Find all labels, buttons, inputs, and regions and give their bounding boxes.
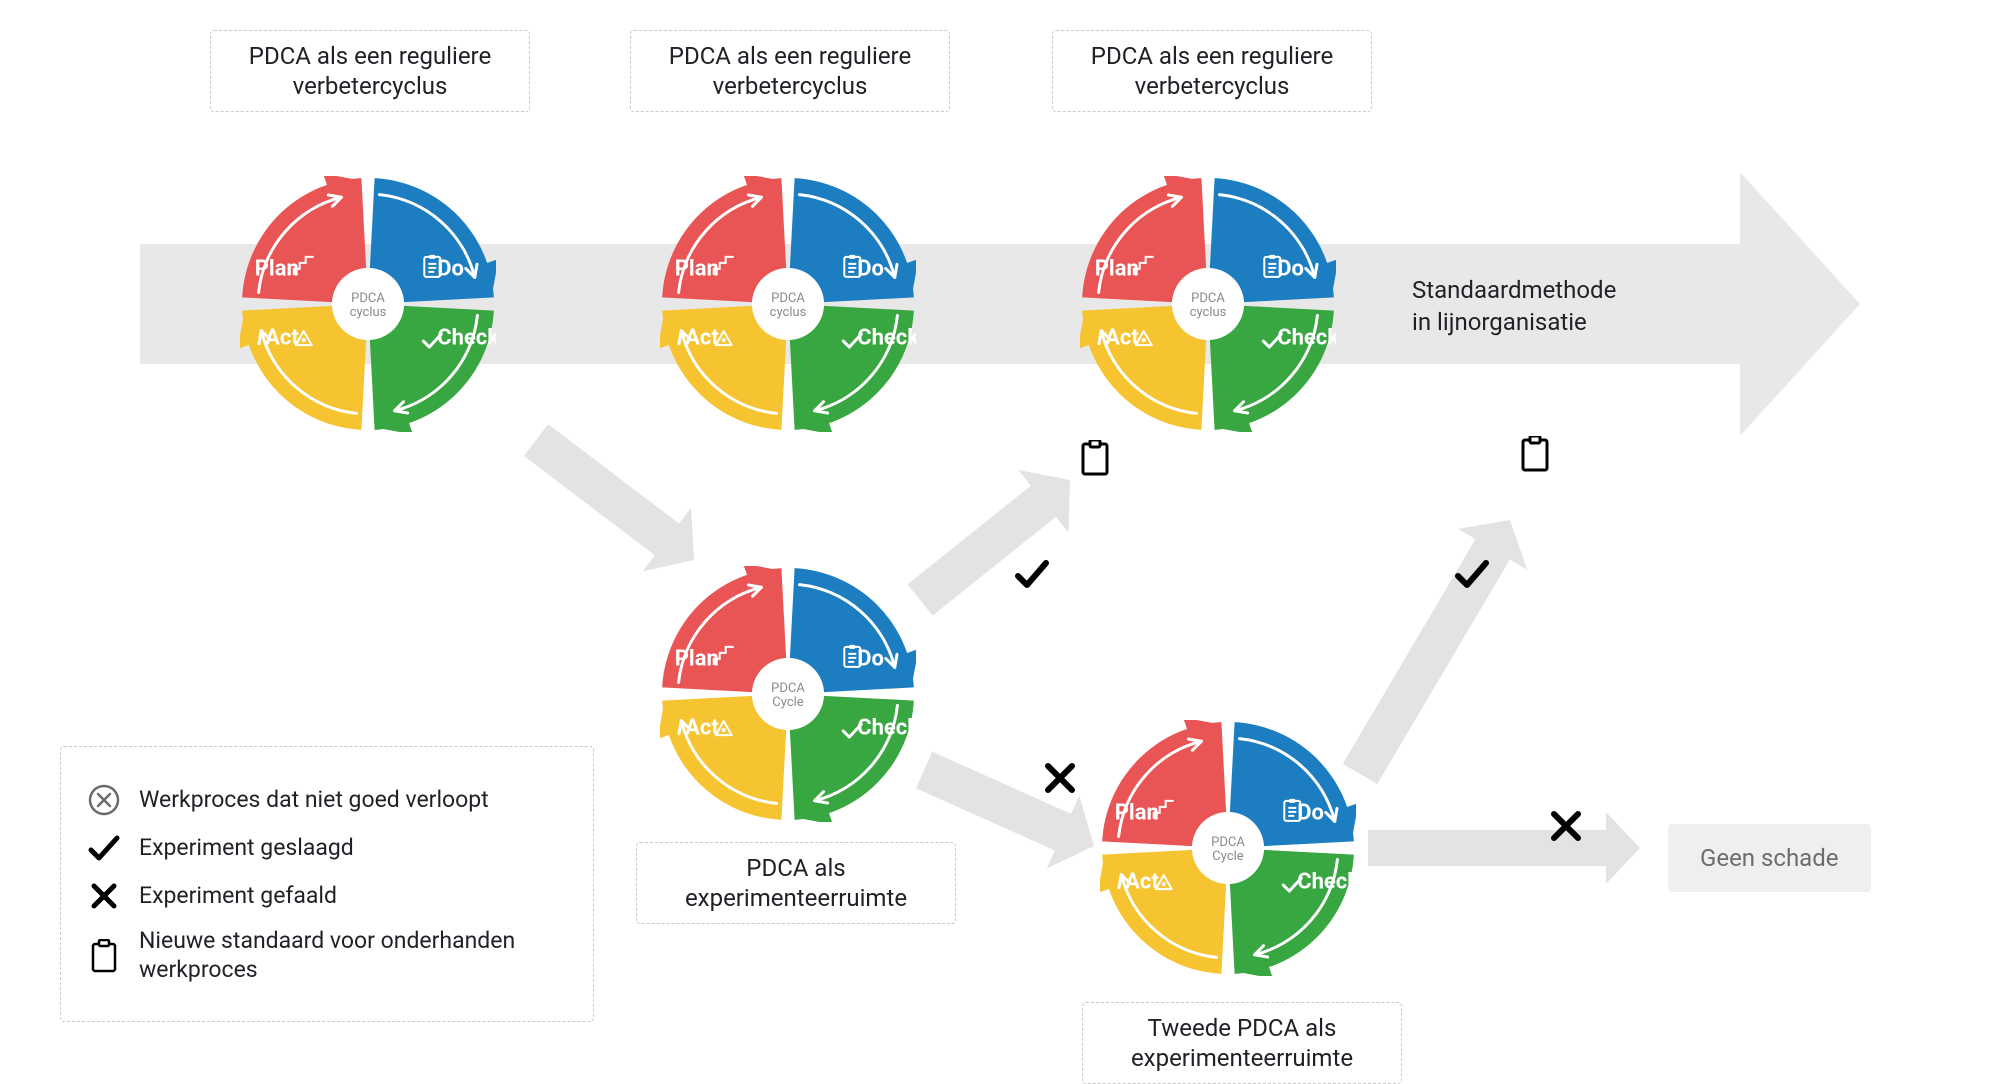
legend-row: Werkproces dat niet goed verloopt: [87, 783, 567, 817]
legend-row: Nieuwe standaard voor onderhanden werkpr…: [87, 927, 567, 985]
svg-text:Do: Do: [1297, 801, 1324, 826]
svg-text:cyclus: cyclus: [350, 305, 387, 320]
clipboard-icon: [1520, 436, 1550, 472]
outcome-box: Geen schade: [1668, 824, 1871, 892]
svg-text:Act: Act: [685, 715, 719, 740]
diagram-stage: Standaardmethodein lijnorganisatie Plan Do…: [0, 0, 2000, 1084]
legend-label: Experiment geslaagd: [139, 834, 354, 863]
svg-text:Do: Do: [857, 257, 884, 282]
svg-text:Check: Check: [1297, 869, 1356, 894]
caption-c4: PDCA alsexperimenteerruimte: [636, 842, 956, 924]
pdca-wheel-w2: Plan Do Check Act PDCAcyclus: [660, 176, 916, 432]
legend-row: Experiment geslaagd: [87, 831, 567, 865]
x-icon: [1042, 760, 1078, 796]
svg-text:PDCA: PDCA: [771, 681, 805, 696]
legend-label: Werkproces dat niet goed verloopt: [139, 786, 489, 815]
svg-text:Cycle: Cycle: [1212, 849, 1243, 864]
clipboard-icon: [1080, 440, 1110, 476]
svg-text:PDCA: PDCA: [351, 291, 385, 306]
svg-text:Do: Do: [857, 647, 884, 672]
legend-label: Experiment gefaald: [139, 882, 337, 911]
svg-text:Do: Do: [437, 257, 464, 282]
svg-text:PDCA: PDCA: [771, 291, 805, 306]
svg-text:Check: Check: [1277, 325, 1336, 350]
caption-c3: PDCA als een reguliereverbetercyclus: [1052, 30, 1372, 112]
circle-x-icon: [87, 783, 121, 817]
legend-label: Nieuwe standaard voor onderhanden werkpr…: [139, 927, 567, 985]
x-icon: [1548, 808, 1584, 844]
svg-text:Act: Act: [1105, 325, 1139, 350]
svg-text:cyclus: cyclus: [1190, 305, 1227, 320]
svg-text:Cycle: Cycle: [772, 695, 803, 710]
svg-text:Plan: Plan: [255, 257, 299, 282]
pdca-wheel-w5: PlanDoCheckActPDCACycle: [1100, 720, 1356, 976]
caption-c2: PDCA als een reguliereverbetercyclus: [630, 30, 950, 112]
svg-text:PDCA: PDCA: [1191, 291, 1225, 306]
pdca-wheel-w1: Plan Do Check Act PDCAcyclus: [240, 176, 496, 432]
check-icon: [1014, 556, 1050, 592]
svg-text:Plan: Plan: [675, 647, 719, 672]
legend: Werkproces dat niet goed verloopt Experim…: [60, 746, 594, 1022]
svg-text:Do: Do: [1277, 257, 1304, 282]
arrow-band-label: Standaardmethodein lijnorganisatie: [1412, 274, 1616, 339]
svg-text:PDCA: PDCA: [1211, 835, 1245, 850]
caption-c5: Tweede PDCA alsexperimenteerruimte: [1082, 1002, 1402, 1084]
x-icon: [87, 879, 121, 913]
svg-text:Check: Check: [437, 325, 496, 350]
svg-text:Act: Act: [1125, 869, 1159, 894]
legend-row: Experiment gefaald: [87, 879, 567, 913]
svg-text:Act: Act: [265, 325, 299, 350]
caption-c1: PDCA als een reguliereverbetercyclus: [210, 30, 530, 112]
svg-text:Check: Check: [857, 325, 916, 350]
svg-text:Act: Act: [685, 325, 719, 350]
clipboard-icon: [87, 939, 121, 973]
check-icon: [1454, 556, 1490, 592]
pdca-wheel-w3: Plan Do Check Act PDCAcyclus: [1080, 176, 1336, 432]
svg-text:Plan: Plan: [1095, 257, 1139, 282]
svg-text:Plan: Plan: [675, 257, 719, 282]
svg-text:cyclus: cyclus: [770, 305, 807, 320]
svg-text:Check: Check: [857, 715, 916, 740]
check-icon: [87, 831, 121, 865]
